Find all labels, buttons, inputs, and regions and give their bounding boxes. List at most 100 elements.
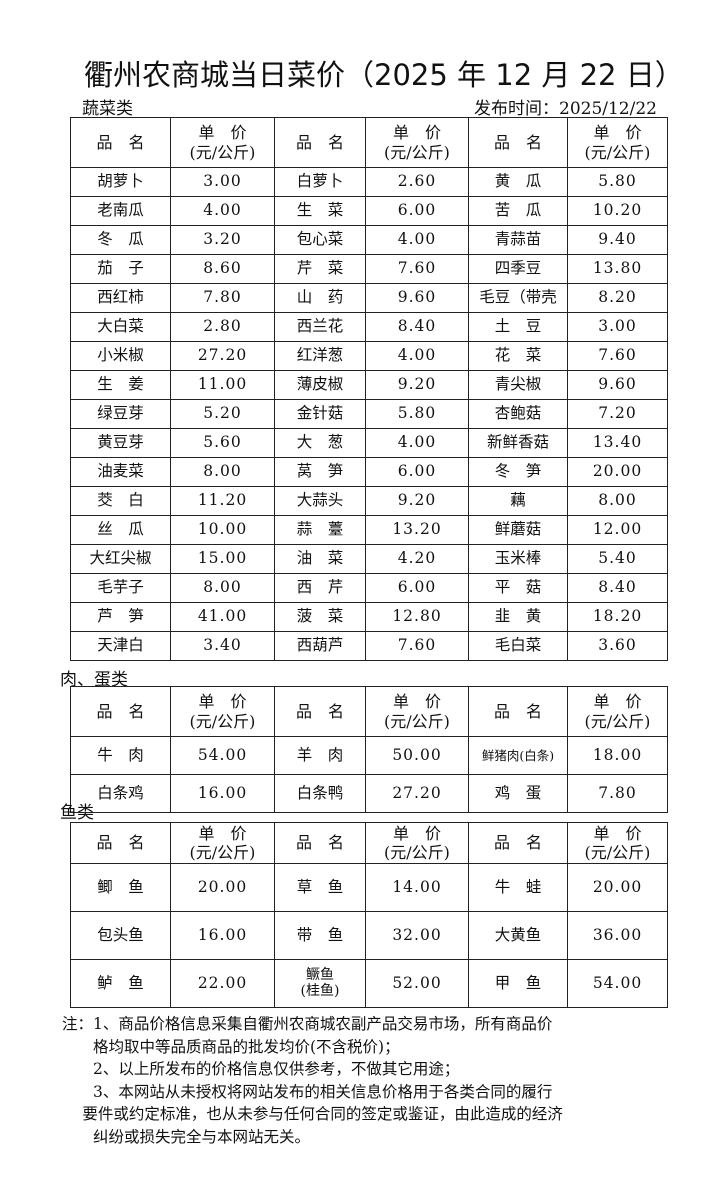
- table-row: 冬 瓜 3.20 包心菜 4.00 青蒜苗 9.40: [70, 225, 668, 255]
- item-name: 莴 笋: [274, 457, 366, 487]
- table-row: 西红柿 7.80 山 药 9.60 毛豆（带壳 8.20: [70, 283, 668, 313]
- table-row: 大红尖椒 15.00 油 菜 4.20 玉米棒 5.40: [70, 544, 668, 574]
- item-price: 8.40: [567, 573, 668, 603]
- item-price: 27.20: [170, 341, 275, 371]
- item-name: 生 菜: [274, 196, 366, 226]
- header-name: 品 名: [468, 117, 568, 168]
- header-name: 品 名: [70, 686, 171, 737]
- table-row: 生 姜 11.00 薄皮椒 9.20 青尖椒 9.60: [70, 370, 668, 400]
- item-price: 4.00: [365, 225, 469, 255]
- item-name: 鲈 鱼: [70, 959, 171, 1008]
- item-name: 大白菜: [70, 312, 171, 342]
- item-price: 20.00: [170, 863, 275, 912]
- header-price-label: 单 价: [198, 692, 247, 712]
- item-name: 牛 肉: [70, 736, 171, 775]
- item-price: 9.20: [365, 486, 469, 516]
- table-row: 毛芋子 8.00 西 芹 6.00 平 菇 8.40: [70, 573, 668, 603]
- item-price: 22.00: [170, 959, 275, 1008]
- item-name: 生 姜: [70, 370, 171, 400]
- item-price: 9.40: [567, 225, 668, 255]
- item-name: 苦 瓜: [468, 196, 568, 226]
- item-name: 鲜猪肉(白条): [468, 736, 568, 775]
- item-price: 10.00: [170, 515, 275, 545]
- note-line: 2、以上所发布的价格信息仅供参考，不做其它用途；: [62, 1060, 460, 1078]
- item-price: 2.80: [170, 312, 275, 342]
- item-price: 2.60: [365, 167, 469, 197]
- item-price: 15.00: [170, 544, 275, 574]
- item-price: 50.00: [365, 736, 469, 775]
- item-price: 8.40: [365, 312, 469, 342]
- item-name: 鲜蘑菇: [468, 515, 568, 545]
- header-name: 品 名: [70, 117, 171, 168]
- header-price-label: 单 价: [392, 123, 441, 143]
- item-price: 13.80: [567, 254, 668, 284]
- table-row: 鲈 鱼 22.00 鳜鱼 (桂鱼) 52.00 甲 鱼 54.00: [70, 959, 668, 1008]
- item-price: 14.00: [365, 863, 469, 912]
- item-price: 11.20: [170, 486, 275, 516]
- item-name: 鸡 蛋: [468, 774, 568, 813]
- item-price: 7.80: [567, 774, 668, 813]
- item-name: 包心菜: [274, 225, 366, 255]
- header-price: 单 价 (元/公斤): [170, 117, 275, 168]
- header-price-label: 单 价: [392, 692, 441, 712]
- item-name: 胡萝卜: [70, 167, 171, 197]
- item-price: 5.60: [170, 428, 275, 458]
- item-price: 12.00: [567, 515, 668, 545]
- notes: 注：1、商品价格信息采集自衢州农商城农副产品交易市场，所有商品价 格均取中等品质…: [62, 1013, 682, 1148]
- item-name: 白条鸡: [70, 774, 171, 813]
- header-price: 单 价 (元/公斤): [567, 117, 668, 168]
- note-line: 要件或约定标准，也从未参与任何合同的签定或鉴证，由此造成的经济: [62, 1105, 563, 1123]
- header-price-unit: (元/公斤): [189, 142, 256, 162]
- item-price: 13.20: [365, 515, 469, 545]
- item-name: 平 菇: [468, 573, 568, 603]
- note-line: 3、本网站从未授权将网站发布的相关信息价格用于各类合同的履行: [62, 1082, 553, 1101]
- table-row: 茄 子 8.60 芹 菜 7.60 四季豆 13.80: [70, 254, 668, 284]
- section-label-fish: 鱼类: [60, 803, 94, 823]
- publish-time: 发布时间：2025/12/22: [474, 99, 657, 119]
- note-line: 注：1、商品价格信息采集自衢州农商城农副产品交易市场，所有商品价: [62, 1015, 553, 1033]
- item-name: 大 葱: [274, 428, 366, 458]
- section-label-vegetables: 蔬菜类: [82, 99, 133, 119]
- item-name: 大黄鱼: [468, 911, 568, 960]
- item-price: 9.60: [365, 283, 469, 313]
- item-name: 薄皮椒: [274, 370, 366, 400]
- table-row: 黄豆芽 5.60 大 葱 4.00 新鲜香菇 13.40: [70, 428, 668, 458]
- item-price: 3.00: [170, 167, 275, 197]
- header-price-label: 单 价: [593, 123, 642, 143]
- header-price-label: 单 价: [392, 823, 441, 843]
- item-price: 6.00: [365, 457, 469, 487]
- item-price: 4.00: [170, 196, 275, 226]
- header-price-unit: (元/公斤): [384, 142, 450, 162]
- item-price: 7.80: [170, 283, 275, 313]
- item-name: 芹 菜: [274, 254, 366, 284]
- header-price: 单 价 (元/公斤): [365, 822, 469, 864]
- header-price: 单 价 (元/公斤): [170, 686, 275, 737]
- item-price: 3.20: [170, 225, 275, 255]
- item-name: 花 菜: [468, 341, 568, 371]
- item-price: 3.60: [567, 631, 668, 661]
- item-name: 冬 瓜: [70, 225, 171, 255]
- item-name: 天津白: [70, 631, 171, 661]
- item-price: 12.80: [365, 602, 469, 632]
- item-price: 8.00: [170, 457, 275, 487]
- item-price: 5.40: [567, 544, 668, 574]
- table-row: 包头鱼 16.00 带 鱼 32.00 大黄鱼 36.00: [70, 911, 668, 960]
- item-price: 5.80: [567, 167, 668, 197]
- item-name: 藕: [468, 486, 568, 516]
- section-label-meat: 肉、蛋类: [60, 670, 128, 690]
- item-name: 玉米棒: [468, 544, 568, 574]
- item-name: 杏鲍菇: [468, 399, 568, 429]
- item-name: 土 豆: [468, 312, 568, 342]
- item-price: 4.00: [365, 428, 469, 458]
- item-price: 52.00: [365, 959, 469, 1008]
- header-name: 品 名: [468, 686, 568, 737]
- note-line: 格均取中等品质商品的批发均价(不含税价)；: [62, 1037, 400, 1056]
- header-row: 品 名单 价 (元/公斤) 品 名单 价 (元/公斤) 品 名单 价 (元/公斤): [70, 686, 668, 737]
- item-name: 毛白菜: [468, 631, 568, 661]
- note-line: 纠纷或损失完全与本网站无关。: [62, 1127, 311, 1146]
- item-name: 冬 笋: [468, 457, 568, 487]
- table-row: 绿豆芽 5.20 金针菇 5.80 杏鲍菇 7.20: [70, 399, 668, 429]
- item-name: 韭 黄: [468, 602, 568, 632]
- header-price-unit: (元/公斤): [384, 711, 450, 731]
